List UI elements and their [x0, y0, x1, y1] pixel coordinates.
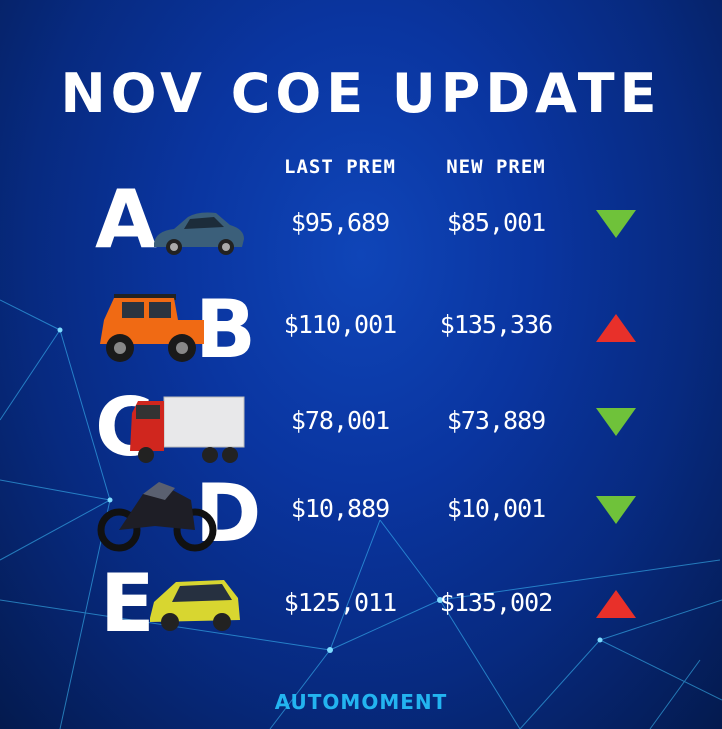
new-prem-b: $135,336 — [439, 310, 553, 339]
last-prem-d: $10,889 — [290, 494, 390, 523]
last-prem-a: $95,689 — [290, 208, 390, 237]
last-prem-e: $125,011 — [283, 588, 397, 617]
new-prem-d: $10,001 — [446, 494, 546, 523]
header-last-prem: LAST PREM — [284, 156, 396, 178]
down-arrow-icon — [596, 496, 636, 524]
category-letter-e: E — [100, 557, 155, 650]
header-new-prem: NEW PREM — [446, 156, 546, 178]
up-arrow-icon — [596, 590, 636, 618]
down-arrow-icon — [596, 408, 636, 436]
down-arrow-icon — [596, 210, 636, 238]
new-prem-e: $135,002 — [439, 588, 553, 617]
category-letter-b: B — [195, 283, 256, 376]
last-prem-b: $110,001 — [283, 310, 397, 339]
motorcycle-image — [97, 482, 217, 552]
page-title: NOV COE UPDATE — [60, 62, 662, 125]
truck-image — [130, 396, 245, 463]
new-prem-c: $73,889 — [446, 406, 546, 435]
mpv-image — [150, 580, 240, 631]
jeep-image — [100, 294, 204, 362]
up-arrow-icon — [596, 314, 636, 342]
category-letter-a: A — [95, 173, 157, 266]
automoment-logo: AUTOMOMENT — [274, 690, 448, 714]
new-prem-a: $85,001 — [446, 208, 546, 237]
sedan-image — [154, 212, 244, 255]
last-prem-c: $78,001 — [290, 406, 390, 435]
